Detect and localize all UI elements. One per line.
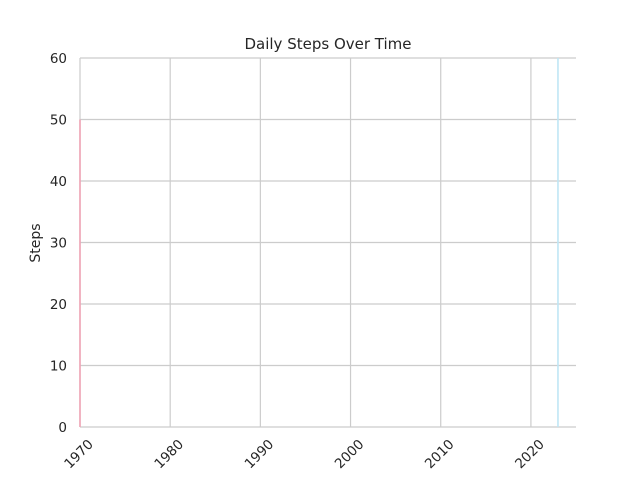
- y-axis-label: Steps: [28, 223, 44, 262]
- y-tick-label: 0: [58, 420, 67, 436]
- x-tick-label: 2020: [512, 437, 548, 473]
- y-tick-labels: 0 10 20 30 40 50 60: [50, 51, 67, 436]
- x-tick-label: 2000: [332, 437, 368, 473]
- y-tick-label: 20: [50, 297, 67, 313]
- x-tick-label: 2010: [422, 437, 458, 473]
- x-tick-labels: 1970 1980 1990 2000 2010 2020: [61, 437, 548, 473]
- y-tick-label: 10: [50, 359, 67, 375]
- chart-title: Daily Steps Over Time: [244, 35, 411, 53]
- y-tick-label: 40: [50, 174, 67, 190]
- y-tick-label: 30: [50, 236, 67, 252]
- y-tick-label: 60: [50, 51, 67, 67]
- y-tick-label: 50: [50, 113, 67, 129]
- grid: [79, 57, 576, 428]
- x-tick-label: 1980: [151, 437, 187, 473]
- x-tick-label: 1970: [61, 437, 97, 473]
- x-tick-label: 1990: [242, 437, 278, 473]
- series-lines: [79, 58, 559, 427]
